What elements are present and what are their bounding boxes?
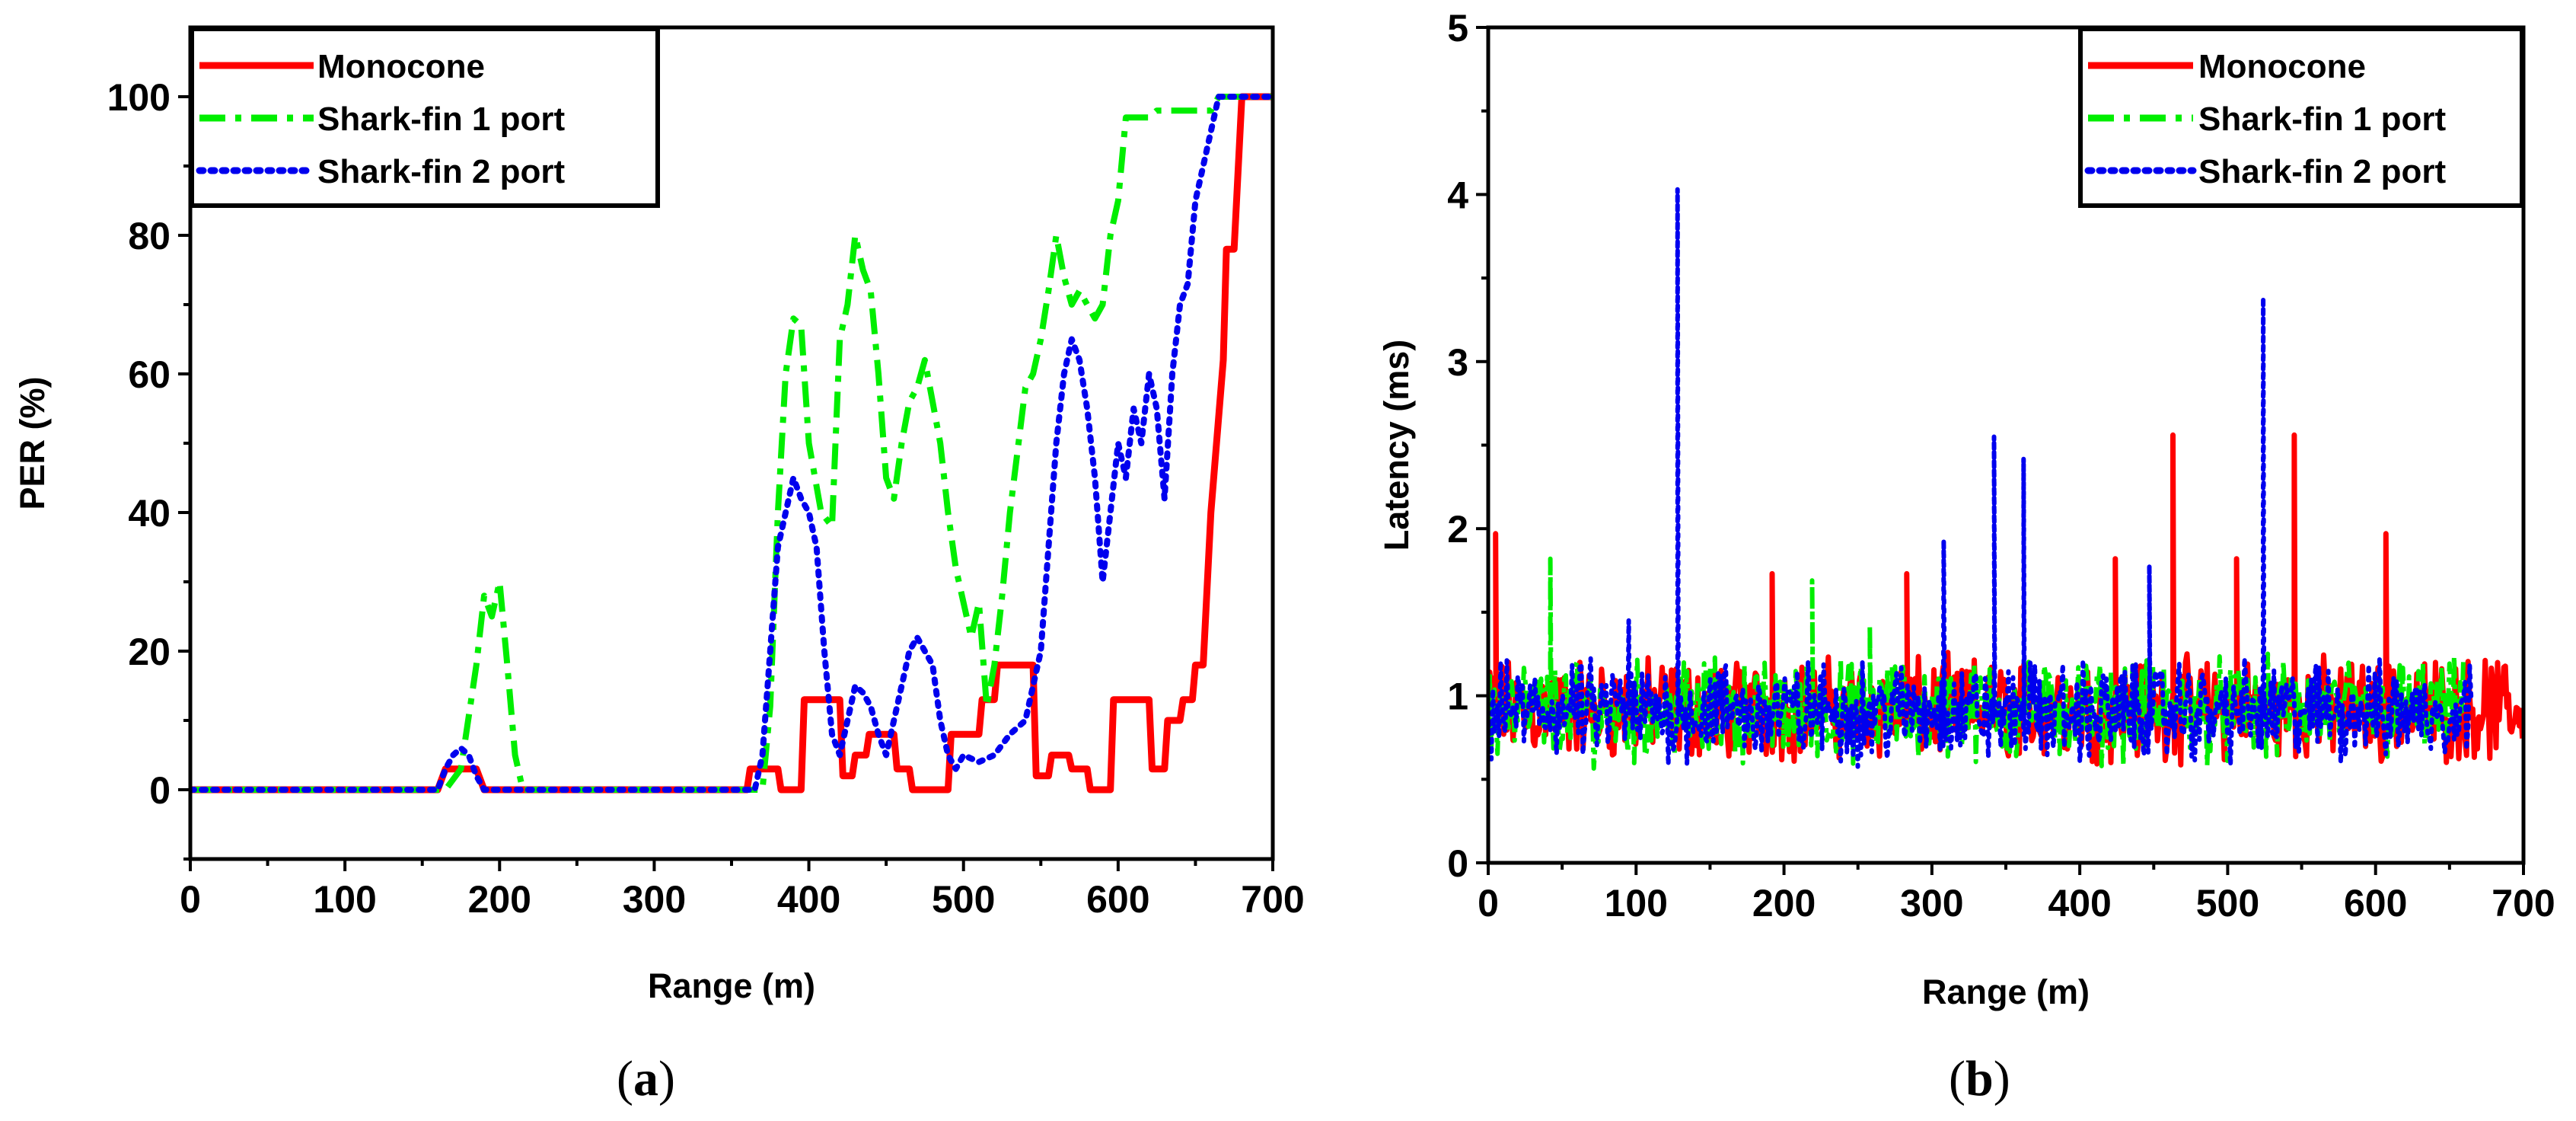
legend-label: Shark-fin 1 port	[317, 101, 565, 138]
legend-label: Shark-fin 1 port	[2198, 101, 2446, 138]
y-tick-label: 4	[1447, 174, 1468, 216]
x-tick-label: 0	[180, 878, 201, 921]
legend-label: Shark-fin 2 port	[317, 153, 565, 190]
axes: 0 100 200 300 400 500 600 700 0 1 2 3 4 5	[1447, 7, 2555, 925]
series-line-monocone	[190, 93, 1273, 794]
y-tick-label: 20	[128, 631, 171, 673]
legend: Monocone Shark-fin 1 port Shark-fin 2 port	[2078, 27, 2524, 208]
plot-area	[1488, 187, 2523, 771]
x-tick-label: 100	[313, 878, 376, 921]
x-tick-label: 400	[2048, 882, 2111, 925]
x-tick-label: 500	[932, 878, 995, 921]
series-line-shark-fin-1-port	[190, 94, 1273, 793]
x-axis-label: Range (m)	[648, 966, 815, 1005]
x-tick-label: 500	[2196, 882, 2259, 925]
caption-letter: a	[633, 1051, 658, 1107]
x-tick-label: 600	[2344, 882, 2407, 925]
caption-close: )	[1994, 1051, 2010, 1107]
x-tick-label: 200	[468, 878, 531, 921]
y-tick-label: 40	[128, 492, 171, 535]
y-axis-label: PER (%)	[13, 376, 52, 509]
series-line-shark-fin-2-port	[1488, 187, 2474, 769]
series-line-shark-fin-2-port	[190, 94, 1273, 793]
caption-open: (	[1949, 1051, 1965, 1107]
y-tick-label: 0	[1447, 842, 1468, 885]
y-tick-label: 80	[128, 215, 171, 257]
panel-caption: (b)	[1949, 1051, 2010, 1107]
panel-caption: (a)	[617, 1051, 675, 1107]
legend: Monocone Shark-fin 1 port Shark-fin 2 port	[190, 27, 660, 208]
x-axis-label: Range (m)	[1922, 972, 2090, 1011]
x-tick-label: 100	[1605, 882, 1668, 925]
plot-area	[190, 93, 1273, 794]
y-tick-label: 60	[128, 353, 171, 396]
y-tick-label: 100	[107, 76, 171, 119]
y-tick-label: 5	[1447, 7, 1468, 50]
x-tick-label: 0	[1478, 882, 1499, 925]
chart-b: 0 100 200 300 400 500 600 700 0 1 2 3 4 5 Range (m) Lat…	[1377, 7, 2555, 1107]
x-tick-label: 200	[1752, 882, 1816, 925]
y-axis-label: Latency (ms)	[1377, 340, 1416, 551]
legend-label: Monocone	[317, 48, 485, 85]
x-tick-label: 700	[1241, 878, 1304, 921]
chart-a: 0 100 200 300 400 500 600 700 0 20 40 60 80 100 Range …	[13, 25, 1305, 1107]
y-tick-label: 1	[1447, 675, 1468, 718]
y-tick-label: 3	[1447, 341, 1468, 384]
y-tick-label: 0	[149, 769, 171, 812]
x-tick-label: 300	[1900, 882, 1963, 925]
caption-close: )	[658, 1051, 675, 1107]
axes: 0 100 200 300 400 500 600 700 0 20 40 60 80 100	[107, 76, 1305, 921]
x-tick-label: 600	[1086, 878, 1149, 921]
legend-label: Shark-fin 2 port	[2198, 153, 2446, 190]
y-tick-label: 2	[1447, 508, 1468, 551]
x-tick-label: 400	[777, 878, 840, 921]
caption-open: (	[617, 1051, 633, 1107]
caption-letter: b	[1965, 1051, 1994, 1107]
x-tick-label: 700	[2492, 882, 2555, 925]
x-tick-label: 300	[623, 878, 686, 921]
legend-label: Monocone	[2198, 48, 2366, 85]
